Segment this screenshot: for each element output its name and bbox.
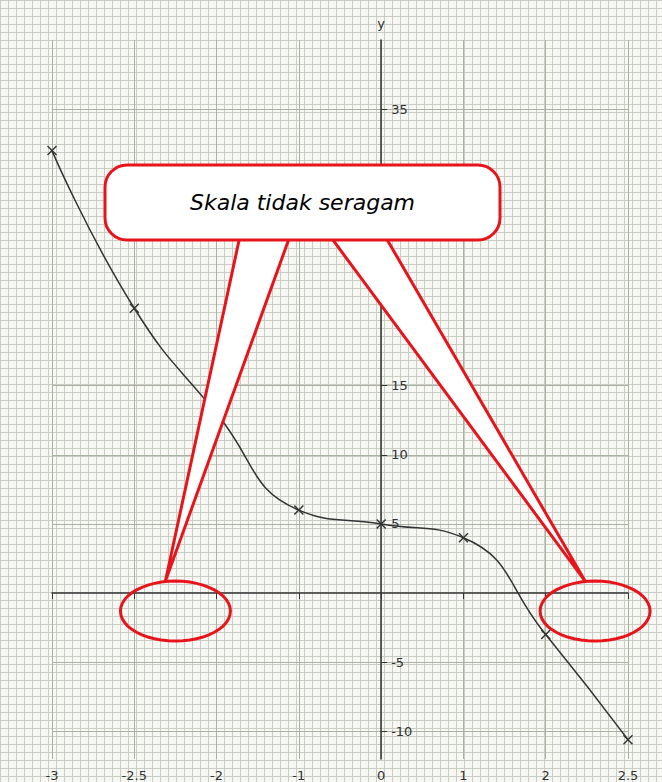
svg-text:10: 10 [391,447,408,462]
svg-text:-5: -5 [391,655,404,670]
svg-text:0: 0 [377,768,385,782]
svg-text:2.5: 2.5 [618,768,639,782]
svg-text:2: 2 [542,768,550,782]
svg-text:y: y [377,16,385,31]
svg-text:5: 5 [391,516,399,531]
svg-text:35: 35 [391,102,408,117]
svg-text:-10: -10 [391,724,412,739]
svg-text:-2: -2 [210,768,223,782]
svg-text:15: 15 [391,378,408,393]
svg-text:-1: -1 [292,768,305,782]
svg-text:1: 1 [459,768,467,782]
svg-text:Skala tidak seragam: Skala tidak seragam [190,190,415,215]
svg-text:-2.5: -2.5 [122,768,147,782]
svg-text:-3: -3 [46,768,59,782]
